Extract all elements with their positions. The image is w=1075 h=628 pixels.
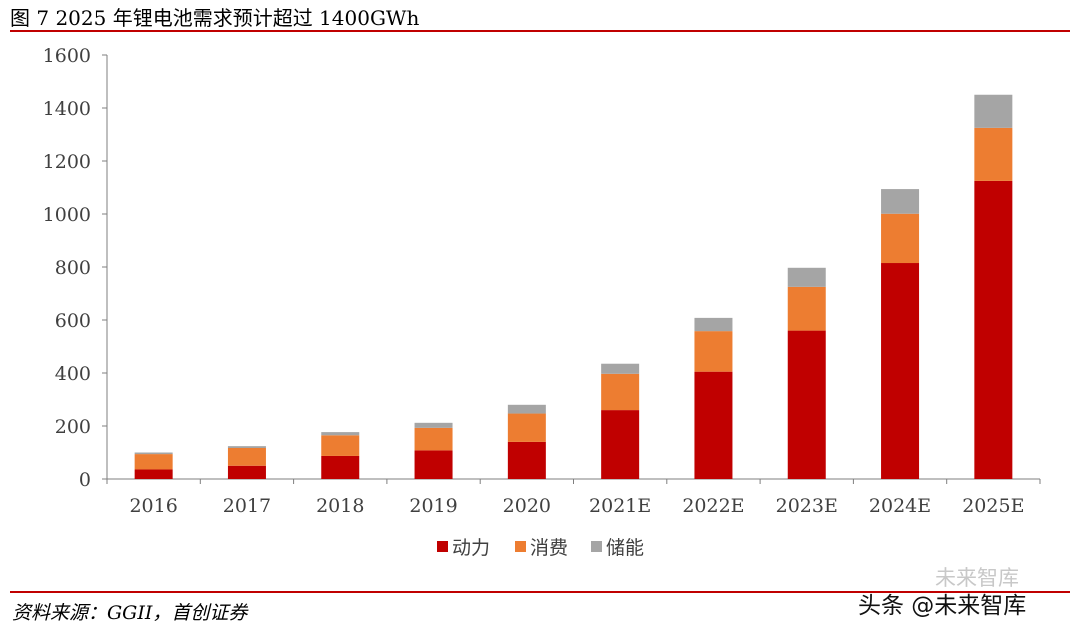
legend-swatch-储能	[591, 541, 602, 552]
legend-label: 消费	[530, 537, 568, 559]
bar-2021E-消费	[601, 373, 640, 411]
bar-2019-储能	[414, 422, 453, 428]
bar-2022E-动力	[694, 371, 733, 479]
bar-2024E-动力	[881, 263, 920, 479]
y-tick-label: 200	[55, 416, 91, 438]
bar-2020-动力	[507, 441, 546, 479]
watermark-logo-text: 未来智库	[935, 566, 1019, 590]
top-rule	[10, 30, 1070, 32]
x-tick-label: 2024E	[869, 495, 931, 517]
bottom-rule	[10, 591, 1070, 593]
bar-2025E-动力	[974, 180, 1013, 479]
bar-2020-储能	[507, 404, 546, 414]
bar-2023E-动力	[787, 330, 826, 479]
y-tick-label: 1400	[43, 98, 91, 120]
y-tick-label: 600	[55, 310, 91, 332]
bar-2017-动力	[227, 465, 266, 479]
x-tick-label: 2019	[409, 495, 457, 517]
legend-label: 储能	[606, 537, 644, 559]
bar-2024E-消费	[881, 213, 920, 264]
x-tick-label: 2022E	[682, 495, 744, 517]
x-tick-label: 2017	[223, 495, 271, 517]
bar-2017-消费	[227, 447, 266, 466]
legend-label: 动力	[452, 537, 490, 559]
x-tick-label: 2023E	[776, 495, 838, 517]
bar-2021E-动力	[601, 410, 640, 479]
bar-2016-动力	[134, 469, 173, 479]
y-tick-label: 400	[55, 363, 91, 385]
bar-2019-消费	[414, 427, 453, 451]
bar-2025E-储能	[974, 94, 1013, 128]
legend-swatch-动力	[437, 541, 448, 552]
x-tick-label: 2021E	[589, 495, 651, 517]
bar-2019-动力	[414, 450, 453, 479]
bar-2020-消费	[507, 413, 546, 442]
y-tick-label: 1000	[43, 204, 91, 226]
bar-2018-动力	[321, 455, 360, 479]
y-tick-label: 1200	[43, 151, 91, 173]
bar-2022E-消费	[694, 331, 733, 372]
watermark: 头条 @未来智库	[858, 593, 1027, 619]
x-tick-label: 2018	[316, 495, 364, 517]
bar-2016-消费	[134, 454, 173, 470]
bar-2016-储能	[134, 452, 173, 455]
y-tick-label: 0	[79, 469, 91, 491]
bar-2023E-消费	[787, 286, 826, 331]
y-tick-label: 1600	[43, 45, 91, 67]
bar-2023E-储能	[787, 267, 826, 287]
x-tick-label: 2020	[503, 495, 551, 517]
source-note: 资料来源：GGII，首创证券	[12, 602, 248, 624]
x-tick-label: 2016	[129, 495, 177, 517]
bar-2024E-储能	[881, 189, 920, 214]
bar-2017-储能	[227, 446, 266, 448]
y-tick-label: 800	[55, 257, 91, 279]
bar-2021E-储能	[601, 363, 640, 374]
bar-2022E-储能	[694, 317, 733, 332]
bar-2018-消费	[321, 435, 360, 456]
x-tick-label: 2025E	[962, 495, 1024, 517]
bar-2018-储能	[321, 432, 360, 436]
chart-title: 图 7 2025 年锂电池需求预计超过 1400GWh	[10, 6, 420, 30]
stacked-bar-chart: 0 200 400 600 800 1000 1200 1400 1600 2016 2017 201…	[43, 45, 1041, 559]
bar-2025E-消费	[974, 127, 1013, 181]
legend-swatch-消费	[515, 541, 526, 552]
